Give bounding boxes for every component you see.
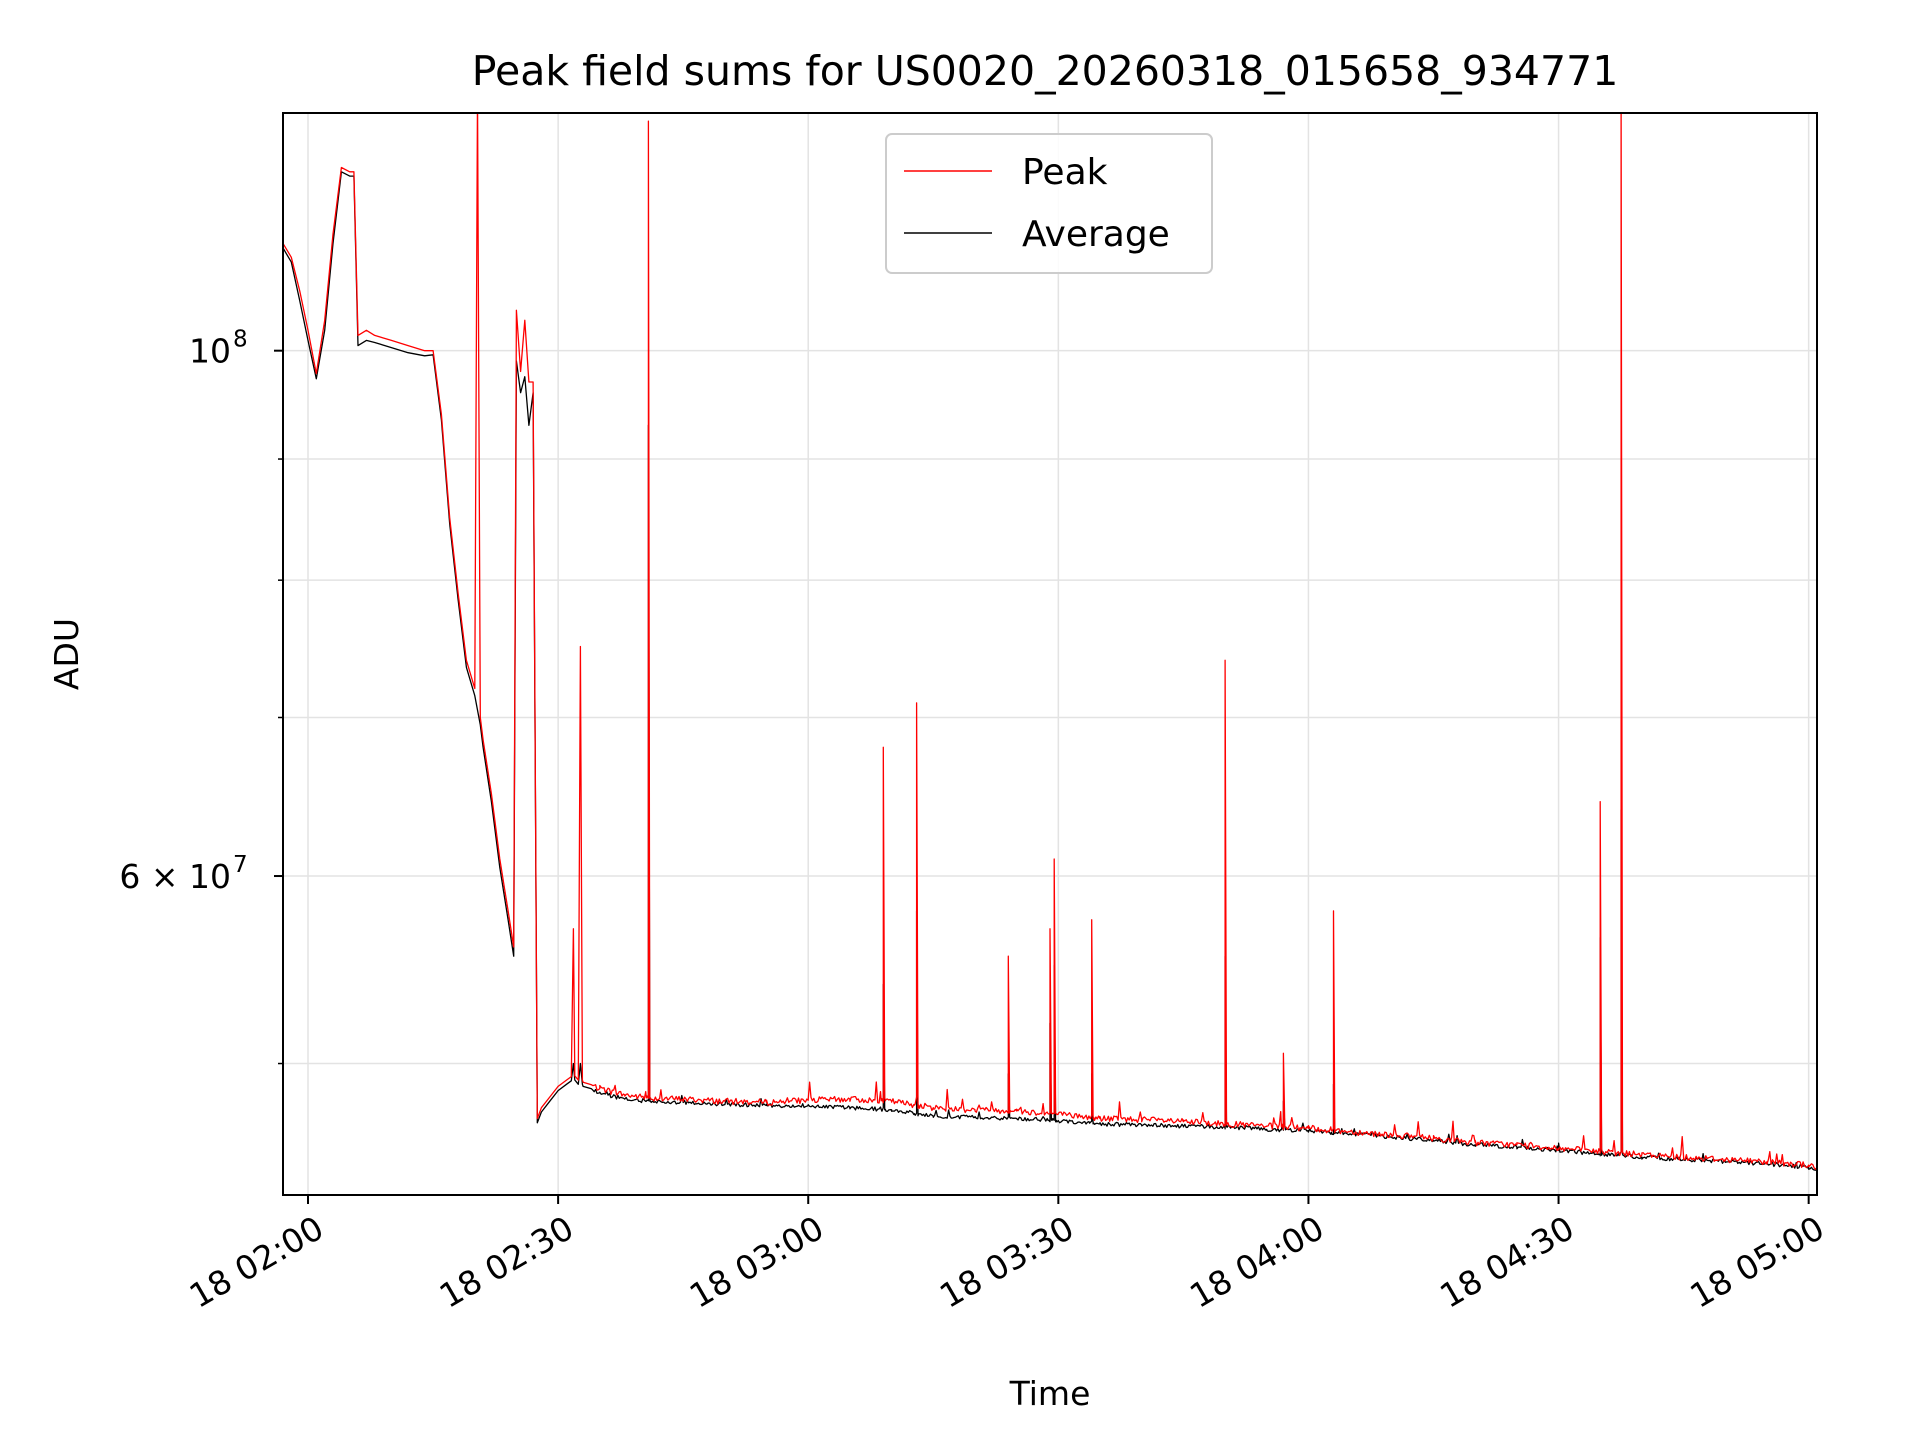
legend-label-average: Average — [1022, 214, 1170, 255]
series-line-peak — [283, 113, 1817, 1170]
y-tick-label: 10 — [189, 332, 231, 371]
y-tick-label: 6 × 10 — [119, 857, 231, 896]
plot-frame — [282, 112, 1818, 1196]
x-axis-label: Time — [1009, 1374, 1091, 1413]
legend-label-peak: Peak — [1022, 152, 1108, 193]
y-axis: 10 8 6 × 10 7 — [119, 327, 283, 1065]
legend: Peak Average — [885, 133, 1213, 274]
y-axis-label: ADU — [47, 618, 86, 690]
plot-lines — [283, 113, 1817, 1172]
chart-title: Peak field sums for US0020_20260318_0156… — [472, 47, 1619, 95]
y-tick-exponent: 8 — [233, 327, 248, 353]
legend-box — [885, 133, 1213, 274]
y-tick-exponent: 7 — [233, 852, 248, 878]
